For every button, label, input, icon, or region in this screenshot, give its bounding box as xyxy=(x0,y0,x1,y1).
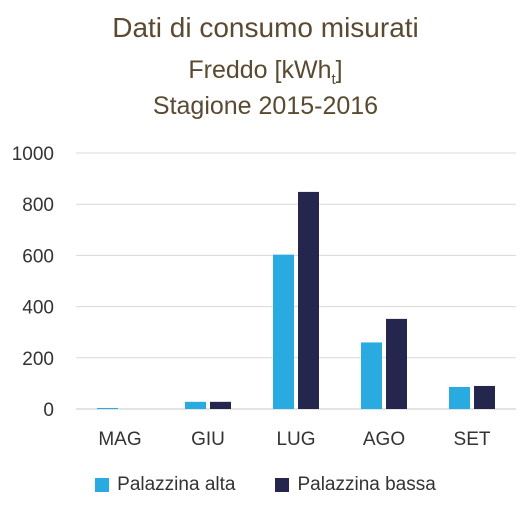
x-tick-label: GIU xyxy=(191,429,225,450)
y-tick-label: 200 xyxy=(22,349,54,370)
bar xyxy=(449,386,470,409)
subtitle-text: Freddo [kWh xyxy=(188,56,332,84)
bar xyxy=(298,191,319,409)
y-tick-label: 800 xyxy=(22,195,54,216)
bar xyxy=(185,401,206,409)
legend-swatch-palazzina-alta xyxy=(95,478,110,492)
x-tick-label: LUG xyxy=(276,429,315,450)
bar xyxy=(273,254,294,409)
chart-title: Dati di consumo misurati xyxy=(112,12,419,43)
x-tick-label: MAG xyxy=(98,429,141,450)
bar xyxy=(361,342,382,409)
legend-label-palazzina-bassa: Palazzina bassa xyxy=(297,474,436,495)
y-tick-label: 1000 xyxy=(12,144,54,165)
chart-subtitle: Freddo [kWht] xyxy=(0,56,531,88)
bar xyxy=(386,318,407,409)
x-tick-label: AGO xyxy=(363,429,405,450)
y-tick-label: 0 xyxy=(43,400,54,421)
legend-item-palazzina-bassa: Palazzina bassa xyxy=(275,474,436,496)
chart-season: Stagione 2015-2016 xyxy=(152,92,379,120)
legend-swatch-palazzina-bassa xyxy=(275,478,290,492)
bar xyxy=(210,401,231,409)
y-tick-label: 400 xyxy=(22,298,54,319)
subtitle-subscript: t xyxy=(331,71,336,88)
bar xyxy=(97,407,118,409)
legend-label-palazzina-alta: Palazzina alta xyxy=(117,474,236,495)
subtitle-bracket: ] xyxy=(335,56,343,84)
legend-item-palazzina-alta: Palazzina alta xyxy=(95,474,235,496)
y-tick-label: 600 xyxy=(22,246,54,267)
bar xyxy=(474,385,495,409)
legend: Palazzina alta Palazzina bassa xyxy=(0,474,531,496)
x-tick-label: SET xyxy=(454,429,491,450)
